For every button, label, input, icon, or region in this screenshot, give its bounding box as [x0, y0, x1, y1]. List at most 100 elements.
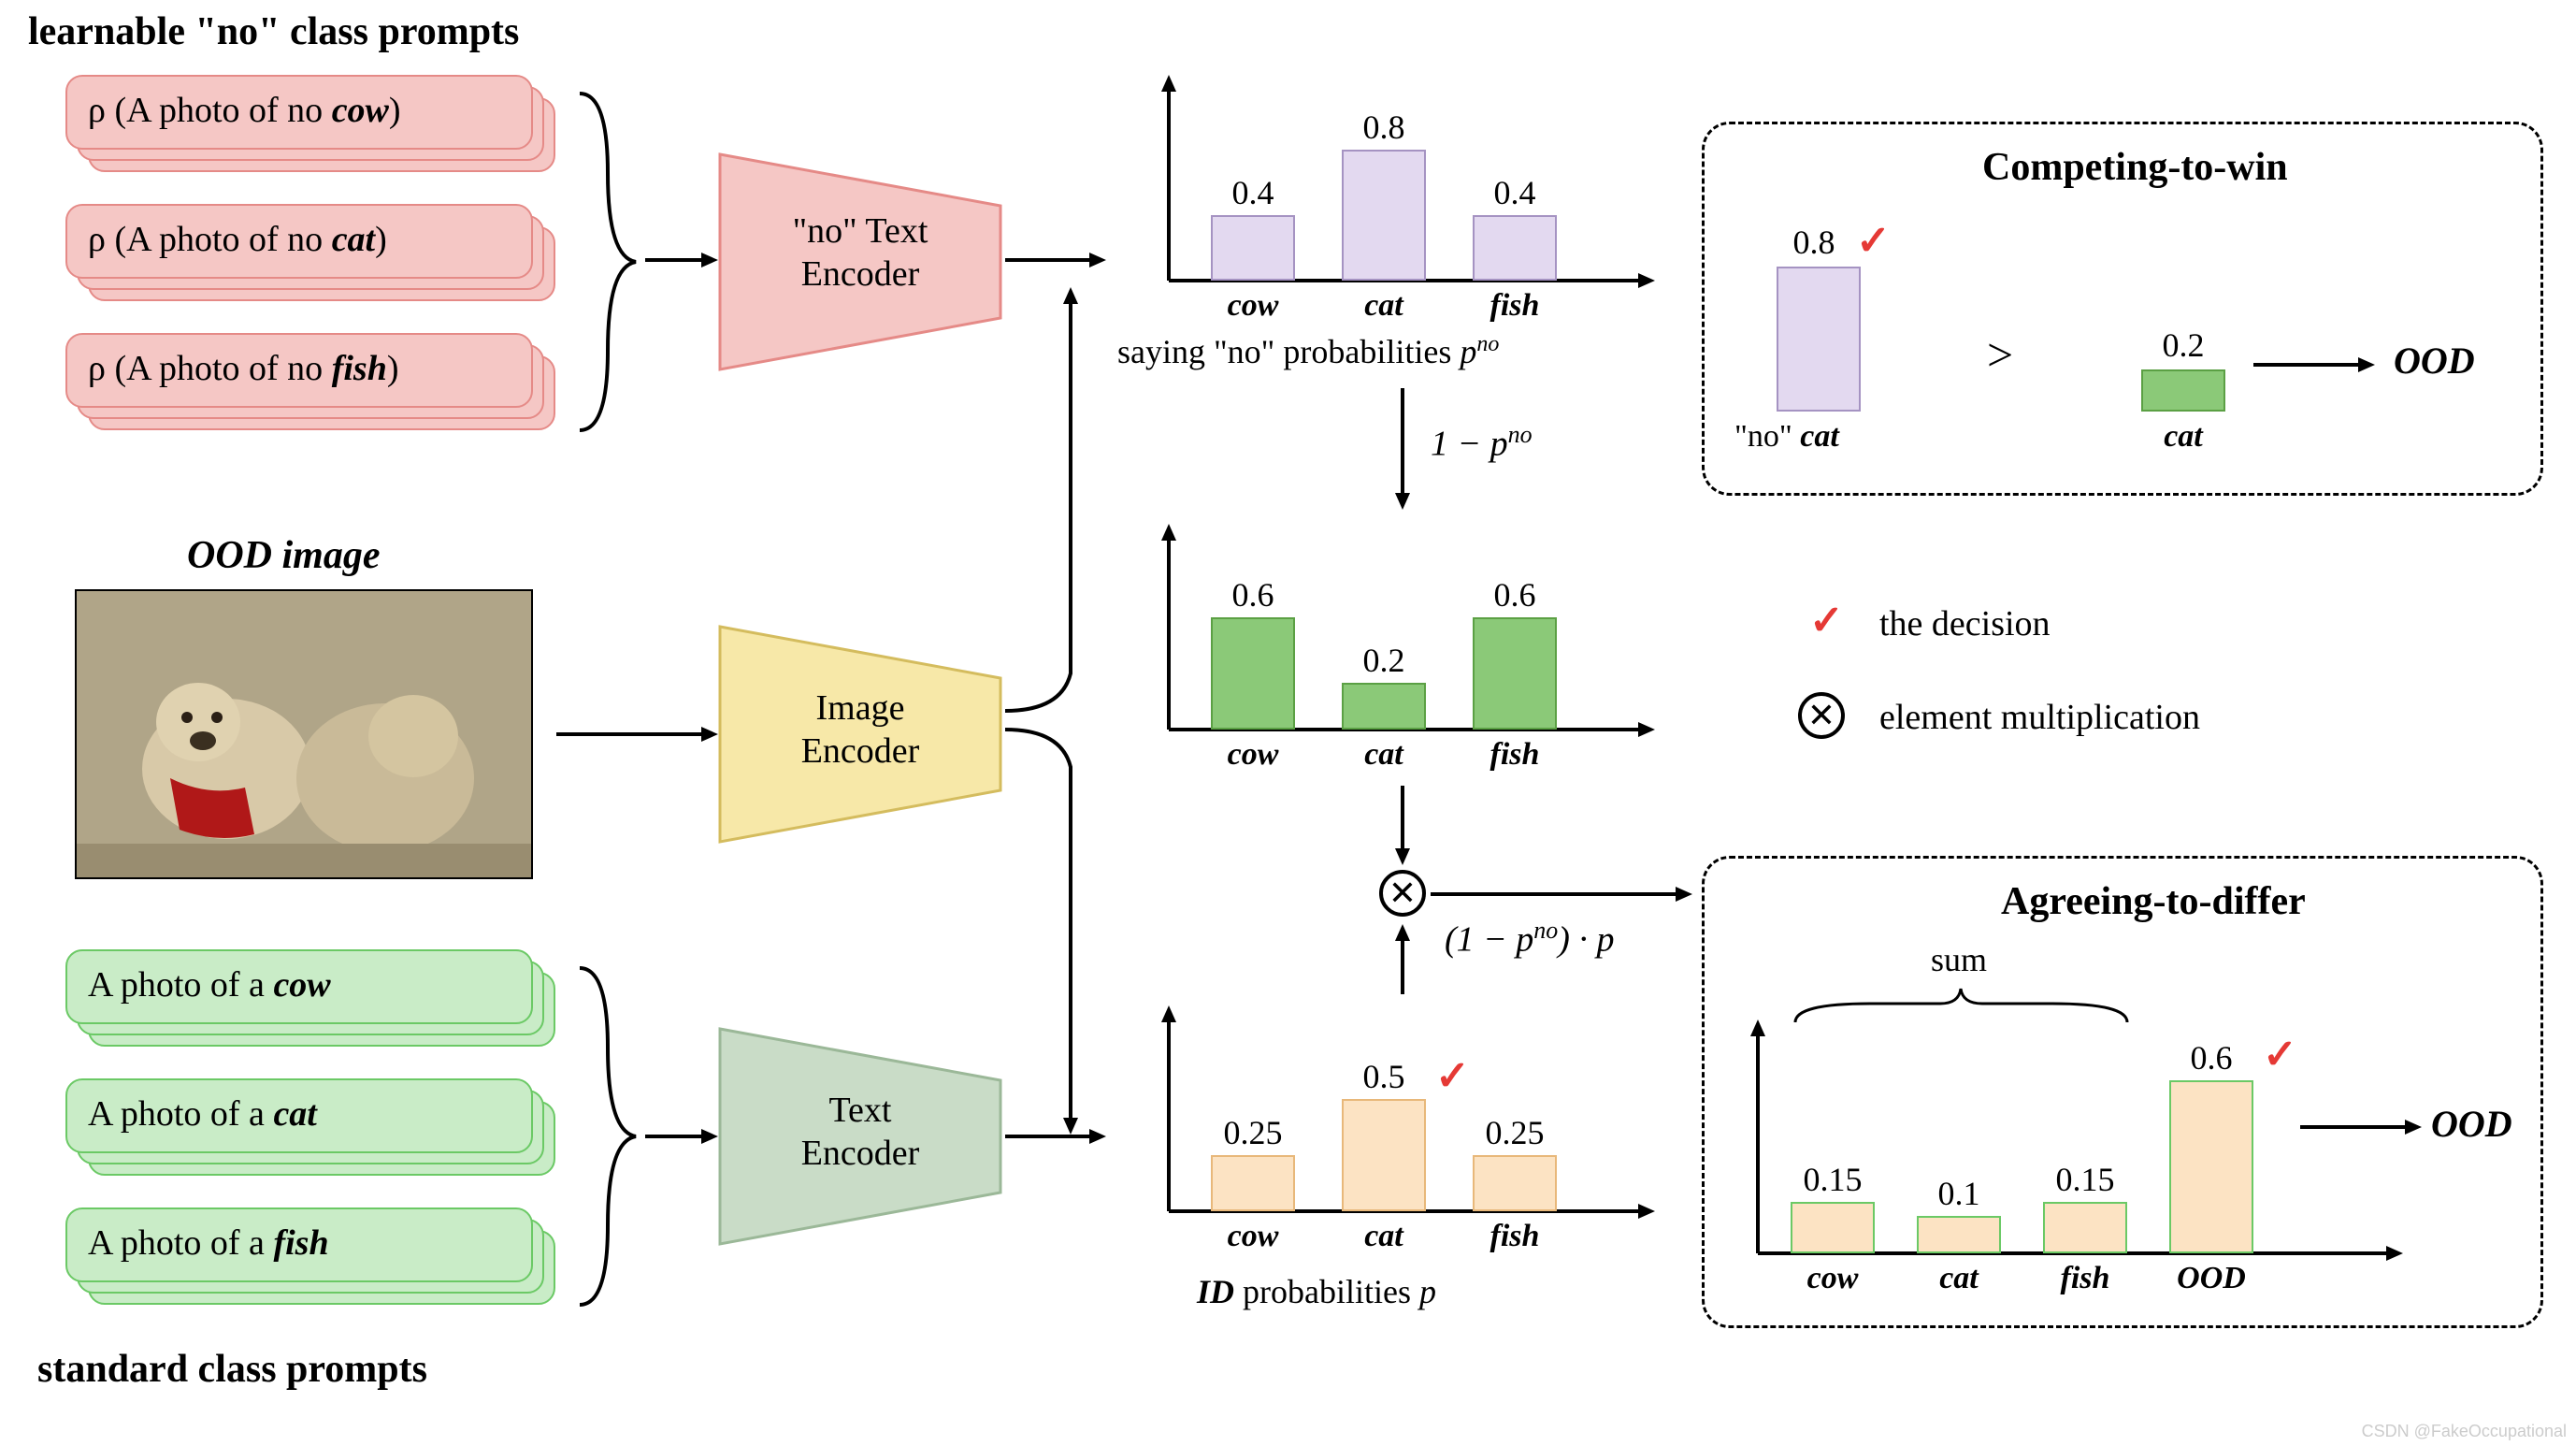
no-cat-suffix: ) — [375, 220, 387, 259]
arrow-1minus-down — [1393, 388, 1412, 510]
lbl-no-cow: cow — [1202, 288, 1304, 324]
bar-ag-cow — [1791, 1202, 1875, 1253]
lbl-no-cat: cat — [1332, 288, 1435, 324]
no-fish-class: fish — [332, 349, 387, 388]
legend-check-icon: ✓ — [1809, 597, 1844, 644]
lbl-no-fish: fish — [1463, 288, 1566, 324]
arrow-img-to-encoder — [556, 725, 720, 744]
std-cow-class: cow — [273, 965, 330, 1005]
sum-label: sum — [1931, 940, 1987, 979]
val-comp-left: 0.8 — [1772, 223, 1856, 262]
arrow-ag-ood — [2300, 1118, 2422, 1136]
lbl-ag-cow: cow — [1781, 1261, 1884, 1296]
bar-comp-left — [1777, 267, 1861, 412]
bar-id-cow — [1211, 1155, 1295, 1211]
lbl-1m-cow: cow — [1202, 737, 1304, 773]
arrow-to-mult-down — [1393, 786, 1412, 865]
watermark: CSDN @FakeOccupational — [2362, 1422, 2567, 1441]
no-cat-prefix: ρ (A photo of no — [88, 220, 332, 259]
checkmark-ag: ✓ — [2263, 1031, 2297, 1078]
val-ag-cow: 0.15 — [1781, 1160, 1884, 1199]
lbl-ag-cat: cat — [1907, 1261, 2010, 1296]
bar-no-cat — [1342, 150, 1426, 281]
no-cat-class: cat — [332, 220, 375, 259]
std-cat-prefix: A photo of a — [88, 1094, 273, 1134]
val-1m-cat: 0.2 — [1342, 641, 1426, 680]
multiply-icon: ✕ — [1379, 870, 1426, 917]
lbl-1m-cat: cat — [1332, 737, 1435, 773]
arrow-from-mult-up — [1393, 924, 1412, 994]
bar-id-fish — [1473, 1155, 1557, 1211]
val-ag-cat: 0.1 — [1912, 1174, 2006, 1213]
bar-1m-fish — [1473, 617, 1557, 730]
ood-image — [75, 589, 533, 879]
arrow-imgenc-up — [1005, 673, 1127, 786]
bar-1m-cow — [1211, 617, 1295, 730]
formula-product: (1 − pno) · p — [1445, 917, 1614, 961]
arrow-no-to-encoder — [645, 251, 720, 269]
prompt-no-cow-stack: ρ (A photo of no cow) — [65, 75, 533, 150]
arrow-textenc-to-chart — [1005, 1127, 1108, 1146]
std-cow-prefix: A photo of a — [88, 965, 273, 1005]
lbl-comp-left: "no" cat — [1734, 419, 1839, 455]
no-fish-prefix: ρ (A photo of no — [88, 349, 332, 388]
brace-no-prompts — [570, 84, 655, 440]
caption-no-prob: saying "no" probabilities pno — [1117, 332, 1499, 371]
bar-1m-cat — [1342, 683, 1426, 730]
heading-ood-image: OOD image — [187, 533, 380, 578]
heading-standard: standard class prompts — [37, 1347, 427, 1392]
heading-agreeing: Agreeing-to-differ — [2001, 879, 2306, 924]
arrow-comp-ood — [2253, 355, 2375, 374]
val-1m-cow: 0.6 — [1211, 575, 1295, 615]
chart-no-prob: 0.4 0.8 0.4 cow cat fish — [1131, 75, 1655, 355]
lbl-id-cow: cow — [1202, 1219, 1304, 1254]
prompt-no-cat-stack: ρ (A photo of no cat) — [65, 204, 533, 279]
formula-1minus: 1 − pno — [1431, 421, 1533, 465]
lbl-id-cat: cat — [1332, 1219, 1435, 1254]
prompt-no-fish-stack: ρ (A photo of no fish) — [65, 333, 533, 408]
lbl-1m-fish: fish — [1463, 737, 1566, 773]
prompt-std-cat-stack: A photo of a cat — [65, 1078, 533, 1153]
heading-learnable: learnable "no" class prompts — [28, 9, 519, 54]
ag-ood-label: OOD — [2431, 1102, 2512, 1146]
val-id-cow: 0.25 — [1202, 1113, 1304, 1152]
no-fish-suffix: ) — [387, 349, 399, 388]
arrow-mult-right — [1431, 885, 1692, 904]
std-cat-class: cat — [273, 1094, 316, 1134]
bar-comp-right — [2141, 369, 2225, 412]
brace-std-prompts — [570, 959, 655, 1314]
lbl-id-fish: fish — [1463, 1219, 1566, 1254]
val-comp-right: 0.2 — [2137, 325, 2230, 365]
chart-1minus: 0.6 0.2 0.6 cow cat fish — [1131, 524, 1655, 767]
val-1m-fish: 0.6 — [1473, 575, 1557, 615]
comp-ood-label: OOD — [2394, 339, 2475, 383]
no-cow-class: cow — [332, 91, 389, 130]
checkmark-id: ✓ — [1435, 1052, 1470, 1100]
val-id-cat: 0.5 — [1342, 1057, 1426, 1096]
val-id-fish: 0.25 — [1463, 1113, 1566, 1152]
bar-ag-cat — [1917, 1216, 2001, 1253]
std-fish-prefix: A photo of a — [88, 1223, 273, 1263]
no-cow-prefix: ρ (A photo of no — [88, 91, 332, 130]
arrow-noenc-to-chart — [1005, 251, 1108, 269]
heading-competing: Competing-to-win — [1982, 145, 2288, 190]
val-ag-ood: 0.6 — [2169, 1038, 2253, 1077]
bar-no-cow — [1211, 215, 1295, 281]
brace-sum — [1786, 987, 2137, 1024]
bar-ag-fish — [2043, 1202, 2127, 1253]
bar-ag-ood — [2169, 1080, 2253, 1253]
legend-decision: the decision — [1879, 603, 2051, 644]
image-encoder-label: ImageEncoder — [785, 687, 935, 773]
legend-mult: element multiplication — [1879, 697, 2200, 738]
val-no-cow: 0.4 — [1211, 173, 1295, 212]
val-no-cat: 0.8 — [1342, 108, 1426, 147]
gt-symbol: > — [1987, 327, 2013, 382]
checkmark-comp: ✓ — [1856, 217, 1891, 265]
prompt-std-cow-stack: A photo of a cow — [65, 949, 533, 1024]
val-ag-fish: 0.15 — [2034, 1160, 2137, 1199]
legend-mult-icon: ✕ — [1798, 692, 1845, 739]
std-fish-class: fish — [273, 1223, 328, 1263]
caption-id-prob: ID probabilities p — [1197, 1272, 1436, 1311]
lbl-ag-fish: fish — [2034, 1261, 2137, 1296]
no-text-encoder-label: "no" TextEncoder — [767, 210, 954, 296]
